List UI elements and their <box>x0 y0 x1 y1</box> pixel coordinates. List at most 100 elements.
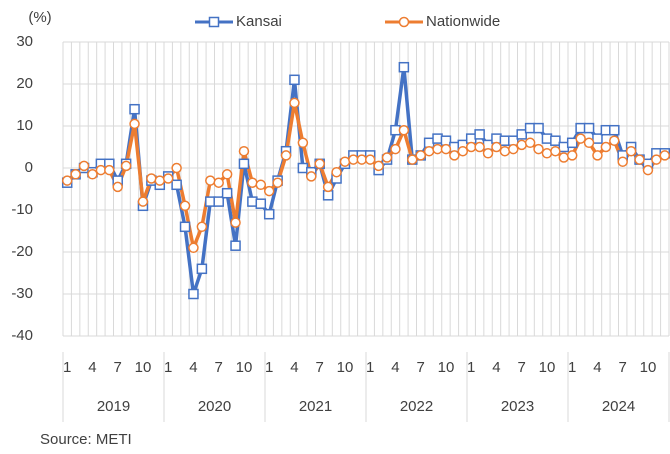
point <box>179 200 191 212</box>
point <box>398 16 410 28</box>
point <box>516 139 527 151</box>
point <box>499 135 511 146</box>
x-group-label: 2023 <box>501 398 534 415</box>
point <box>634 154 645 165</box>
point <box>289 97 300 109</box>
point <box>575 122 586 134</box>
point <box>474 141 485 153</box>
point <box>289 74 300 86</box>
point <box>255 179 267 191</box>
point <box>238 145 250 157</box>
x-tick-label: 1 <box>164 359 172 376</box>
point <box>609 135 620 146</box>
point <box>137 196 149 207</box>
point <box>208 16 220 28</box>
x-tick-label: 4 <box>492 359 500 376</box>
x-tick-label: 1 <box>265 359 273 376</box>
point <box>432 143 443 155</box>
point <box>297 137 309 149</box>
point <box>196 263 208 275</box>
point <box>600 124 612 136</box>
point <box>625 145 637 157</box>
x-tick-label: 4 <box>290 359 298 376</box>
point <box>95 164 107 176</box>
point <box>162 173 174 184</box>
point <box>238 158 250 170</box>
point <box>221 187 233 199</box>
point <box>112 181 123 193</box>
point <box>465 141 477 153</box>
point <box>339 156 351 167</box>
point <box>213 196 224 207</box>
point <box>247 177 258 188</box>
point <box>87 169 98 180</box>
point <box>407 154 418 165</box>
point <box>533 122 544 134</box>
point <box>272 177 283 188</box>
point <box>541 133 553 144</box>
point <box>348 154 359 165</box>
point <box>70 169 81 180</box>
point <box>609 124 620 136</box>
point <box>533 143 544 155</box>
point <box>440 143 452 155</box>
point <box>61 175 73 186</box>
point <box>205 175 216 186</box>
x-tick-label: 1 <box>366 359 374 376</box>
point <box>196 221 208 233</box>
point <box>592 150 603 161</box>
point <box>154 175 166 186</box>
point <box>541 148 553 159</box>
point <box>390 143 401 155</box>
point <box>516 129 527 140</box>
point <box>508 143 519 155</box>
x-tick-label: 10 <box>539 359 556 376</box>
point <box>499 145 511 157</box>
point <box>474 129 485 140</box>
point <box>322 181 334 193</box>
point <box>491 141 502 153</box>
point <box>205 196 216 207</box>
y-tick-label: -30 <box>11 285 33 302</box>
point <box>373 160 384 172</box>
x-group-label: 2020 <box>198 398 231 415</box>
y-tick-label: 20 <box>16 75 33 92</box>
y-tick-label: -20 <box>11 243 33 260</box>
point <box>263 185 275 197</box>
point <box>364 154 376 165</box>
point <box>356 154 368 165</box>
point <box>331 166 342 178</box>
point <box>104 164 115 176</box>
point <box>423 145 435 157</box>
y-unit-label: (%) <box>28 9 51 26</box>
x-tick-label: 1 <box>467 359 475 376</box>
point <box>583 137 595 149</box>
x-tick-label: 7 <box>417 359 425 376</box>
y-tick-label: -40 <box>11 327 33 344</box>
point <box>415 150 426 161</box>
point <box>524 122 536 134</box>
point <box>297 162 309 174</box>
x-group-label: 2021 <box>299 398 332 415</box>
source: Source: METI <box>40 431 132 448</box>
point <box>188 288 199 300</box>
point <box>188 242 199 254</box>
point <box>550 145 561 157</box>
x-tick-label: 7 <box>215 359 223 376</box>
point <box>213 177 224 188</box>
point <box>592 133 603 144</box>
point <box>398 124 410 136</box>
point <box>322 190 334 201</box>
point <box>171 179 182 191</box>
point <box>550 135 561 146</box>
point <box>230 217 241 228</box>
x-tick-label: 10 <box>337 359 354 376</box>
point <box>78 160 90 172</box>
point <box>482 148 494 159</box>
point <box>558 152 570 163</box>
x-tick-label: 4 <box>391 359 399 376</box>
point <box>381 152 393 163</box>
x-tick-label: 1 <box>568 359 576 376</box>
x-tick-label: 10 <box>135 359 152 376</box>
